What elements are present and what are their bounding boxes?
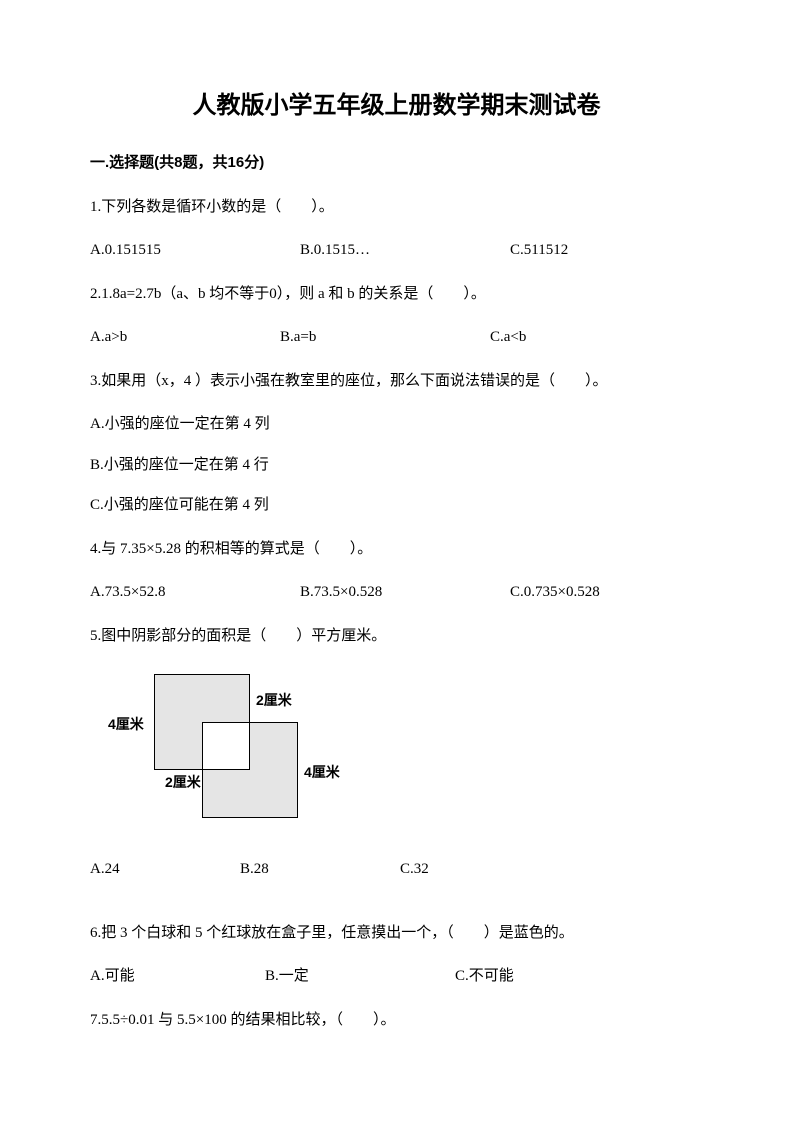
q4-opt-b: B.73.5×0.528 xyxy=(300,581,510,604)
q4-opt-a: A.73.5×52.8 xyxy=(90,581,300,604)
q1-options: A.0.151515 B.0.1515… C.511512 xyxy=(90,239,703,262)
q1-opt-b: B.0.1515… xyxy=(300,239,510,262)
q3-opt-a: A.小强的座位一定在第 4 列 xyxy=(90,413,703,436)
label-4cm-left: 4厘米 xyxy=(108,714,144,735)
q6-options: A.可能 B.一定 C.不可能 xyxy=(90,965,703,988)
q2-opt-c: C.a<b xyxy=(490,326,703,349)
q1-opt-c: C.511512 xyxy=(510,239,703,262)
q6-opt-b: B.一定 xyxy=(265,965,455,988)
q2-options: A.a>b B.a=b C.a<b xyxy=(90,326,703,349)
q5-opt-c: C.32 xyxy=(400,858,703,881)
square-overlap xyxy=(202,722,250,770)
q6-opt-c: C.不可能 xyxy=(455,965,703,988)
q4-opt-c: C.0.735×0.528 xyxy=(510,581,703,604)
q6-text: 6.把 3 个白球和 5 个红球放在盒子里，任意摸出一个，（ ）是蓝色的。 xyxy=(90,919,703,948)
q5-options: A.24 B.28 C.32 xyxy=(90,858,703,881)
q4-options: A.73.5×52.8 B.73.5×0.528 C.0.735×0.528 xyxy=(90,581,703,604)
page-title: 人教版小学五年级上册数学期末测试卷 xyxy=(90,88,703,124)
q3-opt-b: B.小强的座位一定在第 4 行 xyxy=(90,454,703,477)
q5-opt-b: B.28 xyxy=(240,858,400,881)
q4-text: 4.与 7.35×5.28 的积相等的算式是（ ）。 xyxy=(90,535,703,564)
q1-opt-a: A.0.151515 xyxy=(90,239,300,262)
label-4cm-right: 4厘米 xyxy=(304,762,340,783)
label-2cm-bottom: 2厘米 xyxy=(165,772,201,793)
section-header: 一.选择题(共8题，共16分) xyxy=(90,152,703,175)
q1-text: 1.下列各数是循环小数的是（ ）。 xyxy=(90,193,703,222)
label-2cm-top: 2厘米 xyxy=(256,690,292,711)
q2-text: 2.1.8a=2.7b（a、b 均不等于0），则 a 和 b 的关系是（ ）。 xyxy=(90,280,703,309)
q5-figure: 4厘米 2厘米 2厘米 4厘米 xyxy=(90,668,350,828)
q5-opt-a: A.24 xyxy=(90,858,240,881)
q2-opt-a: A.a>b xyxy=(90,326,280,349)
q6-opt-a: A.可能 xyxy=(90,965,265,988)
q7-text: 7.5.5÷0.01 与 5.5×100 的结果相比较，（ ）。 xyxy=(90,1006,703,1035)
q2-opt-b: B.a=b xyxy=(280,326,490,349)
q3-text: 3.如果用（x，4 ）表示小强在教室里的座位，那么下面说法错误的是（ ）。 xyxy=(90,367,703,396)
q5-text: 5.图中阴影部分的面积是（ ）平方厘米。 xyxy=(90,622,703,651)
q3-opt-c: C.小强的座位可能在第 4 列 xyxy=(90,494,703,517)
